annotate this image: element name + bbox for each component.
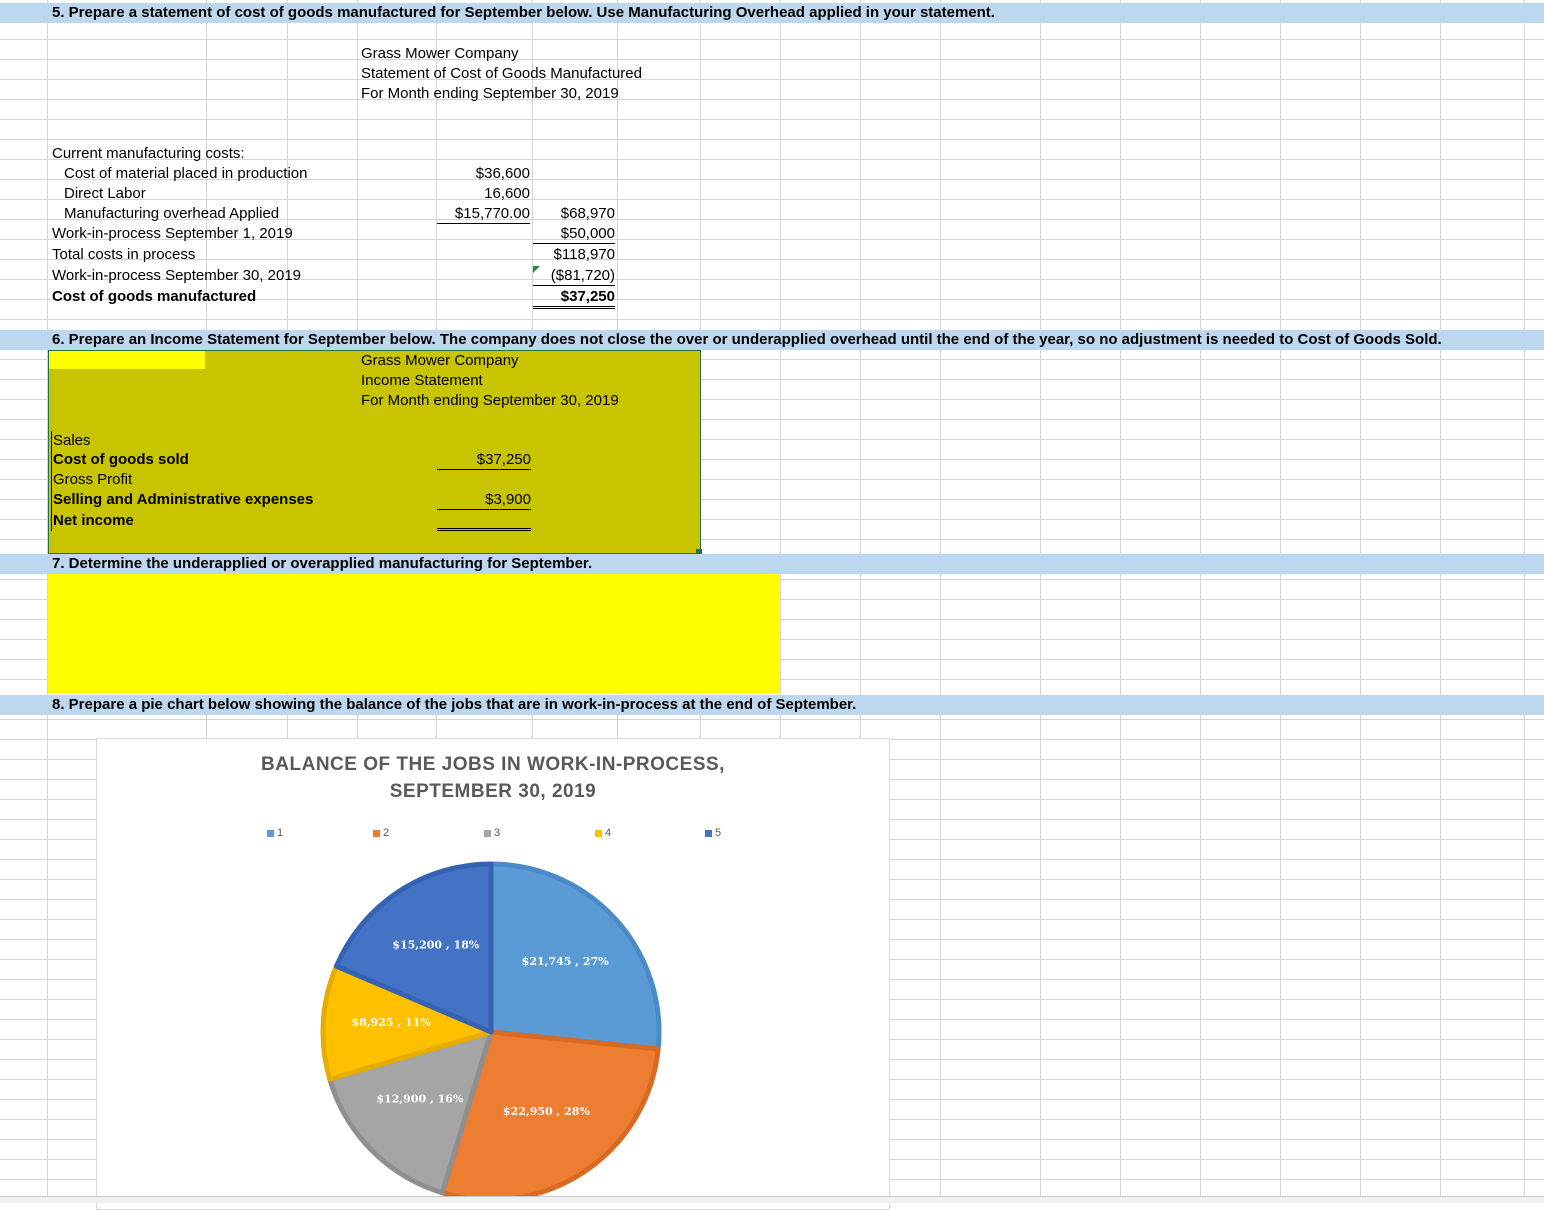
legend-swatch xyxy=(705,829,712,837)
q7-heading-band xyxy=(0,554,1544,574)
q5-cell-value[interactable]: $15,770.00 xyxy=(437,204,530,224)
pie-slice-4[interactable] xyxy=(320,963,494,1082)
q6-cell-value[interactable]: $3,900 xyxy=(437,490,531,510)
q8-heading: 8. Prepare a pie chart below showing the… xyxy=(52,696,857,713)
pie-data-label: $22,950 , 28% xyxy=(503,1105,591,1118)
fill-handle[interactable] xyxy=(696,549,702,555)
pie-chart[interactable]: BALANCE OF THE JOBS IN WORK-IN-PROCESS, … xyxy=(96,738,890,1210)
table-border xyxy=(51,431,52,531)
q6-company[interactable]: Grass Mower Company xyxy=(361,352,519,369)
q6-statement-title[interactable]: Income Statement xyxy=(361,372,483,389)
legend-label: 3 xyxy=(494,827,501,839)
q5-row-label[interactable]: Manufacturing overhead Applied xyxy=(64,205,280,222)
highlighted-cell[interactable] xyxy=(49,351,205,369)
q5-cell-value[interactable]: $37,250 xyxy=(533,287,615,309)
pie-plot-area: $21,745 , 27% $22,950 , 28% $12,900 , 16% $… xyxy=(320,861,662,1203)
q8-heading-band xyxy=(0,695,1544,715)
q5-heading: 5. Prepare a statement of cost of goods … xyxy=(52,4,995,21)
legend-item[interactable]: 5 xyxy=(705,827,721,839)
pie-slice-5[interactable] xyxy=(333,861,494,1035)
q6-heading: 6. Prepare an Income Statement for Septe… xyxy=(52,331,1442,348)
chart-title-line-2: SEPTEMBER 30, 2019 xyxy=(389,781,597,802)
sheet-tab-bar[interactable] xyxy=(0,1196,1544,1203)
pie-data-label: $8,925 , 11% xyxy=(351,1016,431,1029)
legend-swatch xyxy=(267,829,274,837)
pie-slice-1[interactable] xyxy=(488,861,662,1052)
pie-data-label: $15,200 , 18% xyxy=(392,939,480,952)
q5-row-label[interactable]: Cost of material placed in production xyxy=(64,165,308,182)
q6-period[interactable]: For Month ending September 30, 2019 xyxy=(361,392,619,409)
q5-cell-value[interactable]: $68,970 xyxy=(560,205,615,222)
pie-data-label: $21,745 , 27% xyxy=(522,955,610,968)
q5-cell-value[interactable]: $36,600 xyxy=(475,165,530,182)
pie-slice-3[interactable] xyxy=(327,1029,494,1196)
error-indicator-icon xyxy=(533,266,540,273)
q5-cell-value[interactable]: ($81,720) xyxy=(533,266,615,286)
q6-row-label[interactable]: Sales xyxy=(53,432,91,449)
q5-row-label[interactable]: Total costs in process xyxy=(52,246,196,263)
legend-item[interactable]: 3 xyxy=(484,827,500,839)
q5-company[interactable]: Grass Mower Company xyxy=(361,45,519,62)
q6-row-label[interactable]: Cost of goods sold xyxy=(53,451,189,468)
q6-row-label[interactable]: Gross Profit xyxy=(53,471,133,488)
q5-row-label[interactable]: Work-in-process September 30, 2019 xyxy=(52,267,302,284)
answer-area[interactable] xyxy=(48,574,780,694)
legend-label: 2 xyxy=(383,827,390,839)
q6-row-label[interactable]: Selling and Administrative expenses xyxy=(53,491,314,508)
chart-title-line-1: BALANCE OF THE JOBS IN WORK-IN-PROCESS, xyxy=(261,754,725,775)
q5-cell-value[interactable]: 16,600 xyxy=(484,185,530,202)
q5-period[interactable]: For Month ending September 30, 2019 xyxy=(361,85,619,102)
legend-label: 1 xyxy=(277,827,284,839)
q5-cell-value[interactable]: $50,000 xyxy=(533,224,615,244)
legend-label: 4 xyxy=(605,827,612,839)
q5-row-label[interactable]: Cost of goods manufactured xyxy=(52,288,257,305)
legend-swatch xyxy=(595,829,602,837)
net-income-double-underline xyxy=(437,528,531,531)
legend-swatch xyxy=(373,829,380,837)
legend-swatch xyxy=(484,829,491,837)
q5-row-label[interactable]: Current manufacturing costs: xyxy=(52,145,245,162)
legend-item[interactable]: 2 xyxy=(373,827,389,839)
q5-heading-band xyxy=(0,3,1544,23)
q5-statement-title[interactable]: Statement of Cost of Goods Manufactured xyxy=(361,65,642,82)
q5-row-label[interactable]: Work-in-process September 1, 2019 xyxy=(52,225,293,242)
legend-label: 5 xyxy=(715,827,722,839)
q5-row-label[interactable]: Direct Labor xyxy=(64,185,146,202)
income-statement-area[interactable] xyxy=(48,350,701,554)
legend-item[interactable]: 1 xyxy=(267,827,283,839)
q6-heading-band xyxy=(0,330,1544,350)
q6-cell-value[interactable]: $37,250 xyxy=(437,450,531,470)
pie-data-label: $12,900 , 16% xyxy=(376,1092,464,1105)
legend-item[interactable]: 4 xyxy=(595,827,611,839)
q5-cell-value[interactable]: $118,970 xyxy=(553,246,615,263)
q6-row-label[interactable]: Net income xyxy=(53,512,134,529)
q7-heading: 7. Determine the underapplied or overapp… xyxy=(52,555,593,572)
